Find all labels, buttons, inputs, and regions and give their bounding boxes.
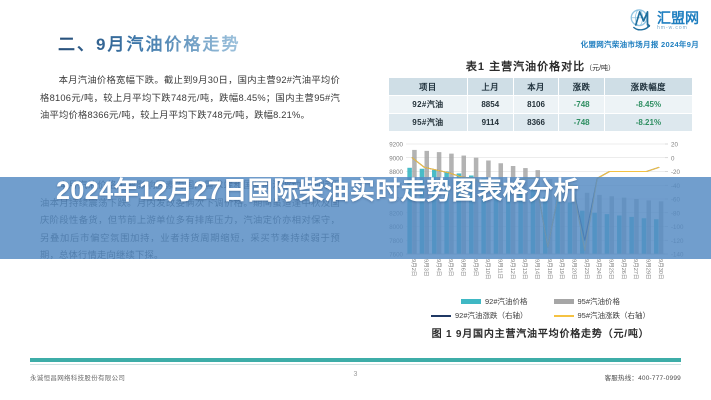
- footer-company: 永诚恒昌网络科技股份有限公司: [30, 375, 126, 382]
- svg-text:9月6日: 9月6日: [460, 259, 467, 276]
- table-col-changepct: 涨跌幅度: [603, 77, 694, 96]
- svg-text:9月26日: 9月26日: [620, 259, 627, 280]
- logo-wordmark-wrap: 汇盟网 hm-w.com: [657, 11, 699, 31]
- svg-text:9月5日: 9月5日: [447, 259, 454, 276]
- cell-change-95: -748: [558, 113, 605, 132]
- table-header-row: 项目 上月 本月 涨跌 涨跌幅度: [388, 77, 694, 96]
- table-row: 95#汽油 9114 8366 -748 -8.21%: [388, 113, 694, 132]
- section-heading: 二、9月汽油价格走势: [58, 30, 240, 55]
- legend-item-92-change: 92#汽油涨跌（右轴）: [430, 310, 528, 321]
- table-title-text: 表1 主营汽油价格对比: [465, 61, 586, 73]
- svg-text:9月3日: 9月3日: [423, 259, 430, 276]
- cell-changepct-92: -8.45%: [603, 95, 694, 114]
- legend-label-95-change: 95#汽油涨跌（右轴）: [577, 311, 651, 320]
- cell-this-92: 8106: [512, 95, 560, 114]
- table-title: 表1 主营汽油价格对比（元/吨）: [370, 58, 711, 74]
- legend-row-lines: 92#汽油涨跌（右轴） 95#汽油涨跌（右轴）: [370, 310, 711, 321]
- cell-last-95: 9114: [466, 113, 514, 132]
- price-comparison-table: 项目 上月 本月 涨跌 涨跌幅度 92#汽油 8854 8106 -748 -8…: [388, 77, 694, 132]
- svg-text:9月24日: 9月24日: [595, 259, 602, 280]
- svg-text:9月20日: 9月20日: [571, 259, 578, 280]
- footer-page-number: 3: [353, 371, 358, 378]
- overlay-banner-title: 2024年12月27日国际柴油实时走势图表格分析: [56, 177, 580, 205]
- svg-text:9月9日: 9月9日: [472, 259, 479, 276]
- table-col-lastmonth: 上月: [466, 77, 514, 96]
- legend-item-92-price: 92#汽油价格: [460, 296, 528, 307]
- cell-item-95: 95#汽油: [388, 113, 468, 132]
- huimeng-globe-icon: [630, 9, 651, 31]
- svg-text:9月29日: 9月29日: [645, 259, 652, 280]
- svg-text:9月4日: 9月4日: [435, 259, 442, 276]
- svg-text:20: 20: [671, 142, 678, 149]
- svg-text:9月25日: 9月25日: [608, 259, 615, 280]
- legend-label-95-price: 95#汽油价格: [577, 297, 621, 306]
- svg-text:9月23日: 9月23日: [583, 259, 590, 280]
- legend-item-95-price: 95#汽油价格: [553, 296, 621, 307]
- legend-swatch-92-price: [460, 299, 481, 304]
- report-subtitle: 化盟网汽柴油市场月报 2024年9月: [580, 40, 699, 49]
- svg-text:9月27日: 9月27日: [632, 259, 639, 280]
- svg-text:9月19日: 9月19日: [558, 259, 565, 280]
- table-body: 92#汽油 8854 8106 -748 -8.45% 95#汽油 9114 8…: [388, 95, 694, 132]
- brand-logo-block: 汇盟网 hm-w.com 化盟网汽柴油市场月报 2024年9月: [581, 8, 699, 50]
- cell-change-92: -748: [558, 95, 605, 114]
- overlay-banner-background: [0, 177, 711, 259]
- svg-text:9月18日: 9月18日: [546, 259, 553, 280]
- table-row: 92#汽油 8854 8106 -748 -8.45%: [388, 95, 694, 114]
- logo-url: hm-w.com: [657, 25, 688, 31]
- table-col-item: 项目: [388, 77, 468, 96]
- legend-swatch-95-price: [553, 299, 574, 304]
- footer-divider-thin: [30, 364, 681, 365]
- cell-item-92: 92#汽油: [388, 95, 468, 114]
- legend-swatch-95-change: [553, 314, 574, 317]
- cell-last-92: 8854: [466, 95, 514, 114]
- cell-this-95: 8366: [512, 113, 560, 132]
- svg-text:9月10日: 9月10日: [484, 259, 491, 280]
- footer-hotline: 客服热线：400-777-0999: [604, 375, 681, 382]
- cell-changepct-95: -8.21%: [603, 113, 694, 132]
- svg-text:9月13日: 9月13日: [521, 259, 528, 280]
- legend-label-92-change: 92#汽油涨跌（右轴）: [454, 311, 528, 320]
- body-paragraph-1: 本月汽油价格宽幅下跌。截止到9月30日，国内主营92#汽油平均价格8106元/吨…: [40, 75, 340, 121]
- legend-label-92-price: 92#汽油价格: [484, 297, 528, 306]
- logo-wordmark: 汇盟网: [657, 10, 699, 26]
- svg-text:9月2日: 9月2日: [410, 259, 417, 276]
- legend-row-bars: 92#汽油价格 95#汽油价格: [370, 296, 711, 307]
- svg-text:9000: 9000: [389, 155, 403, 162]
- legend-item-95-change: 95#汽油涨跌（右轴）: [553, 310, 651, 321]
- svg-text:0: 0: [671, 155, 675, 162]
- svg-text:-20: -20: [671, 169, 681, 176]
- table-title-unit: （元/吨）: [585, 65, 616, 72]
- table-col-change: 涨跌: [558, 77, 605, 96]
- figure-caption: 图 1 9月国内主营汽油平均价格走势（元/吨）: [431, 329, 650, 340]
- svg-text:9月14日: 9月14日: [534, 259, 541, 280]
- table-head: 项目 上月 本月 涨跌 涨跌幅度: [388, 77, 694, 96]
- chart-legend: 92#汽油价格 95#汽油价格 92#汽油涨跌（右轴） 95#汽油涨跌（右轴）: [370, 296, 711, 324]
- svg-text:9月11日: 9月11日: [497, 259, 504, 279]
- svg-text:9月30日: 9月30日: [657, 259, 664, 280]
- svg-text:9月12日: 9月12日: [509, 259, 516, 280]
- legend-swatch-92-change: [430, 314, 451, 317]
- logo-row: 汇盟网 hm-w.com: [581, 8, 699, 34]
- svg-text:8800: 8800: [389, 169, 403, 176]
- svg-text:9200: 9200: [389, 142, 403, 149]
- footer-divider: [30, 358, 681, 362]
- table-col-thismonth: 本月: [512, 77, 560, 96]
